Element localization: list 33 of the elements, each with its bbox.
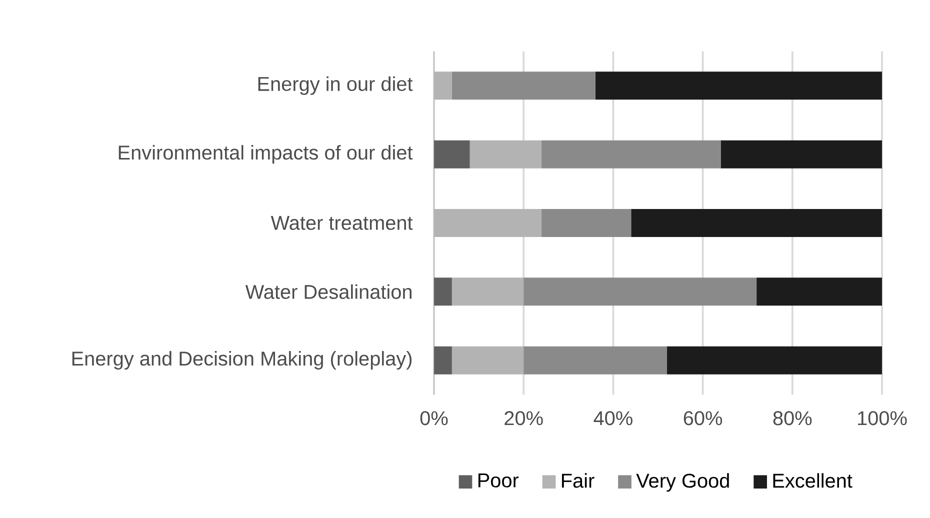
x-tick-label: 40% bbox=[594, 411, 632, 426]
bar bbox=[720, 140, 882, 168]
bar bbox=[756, 278, 882, 306]
legend-label: Poor bbox=[478, 474, 519, 488]
bar bbox=[542, 209, 632, 237]
bar bbox=[434, 140, 470, 168]
bar bbox=[666, 346, 882, 374]
bar bbox=[434, 346, 452, 374]
x-tick-label: 80% bbox=[773, 411, 812, 426]
y-tick-label: Water Desalination bbox=[245, 284, 412, 299]
y-tick-label: Water treatment bbox=[270, 216, 413, 230]
bar bbox=[542, 140, 721, 168]
bar bbox=[470, 140, 542, 168]
legend-label: Excellent bbox=[773, 473, 852, 488]
legend-label: Very Good bbox=[636, 473, 729, 492]
y-tick-label: Energy and Decision Making (roleplay) bbox=[72, 351, 412, 370]
x-tick-label: 100% bbox=[858, 411, 907, 426]
x-tick-label: 0% bbox=[420, 411, 448, 426]
bar bbox=[434, 278, 452, 306]
bar bbox=[631, 209, 882, 237]
bar bbox=[452, 72, 596, 100]
y-tick-label: Environmental impacts of our diet bbox=[118, 145, 413, 164]
bar bbox=[434, 209, 542, 237]
x-tick-label: 20% bbox=[504, 411, 543, 426]
bar bbox=[524, 346, 667, 374]
bar bbox=[452, 278, 524, 306]
bar bbox=[434, 72, 452, 100]
bar bbox=[595, 72, 882, 100]
legend-label: Fair bbox=[562, 473, 594, 488]
y-tick-label: Energy in our diet bbox=[258, 76, 413, 95]
x-tick-label: 60% bbox=[684, 411, 722, 426]
bar bbox=[452, 346, 524, 374]
bar bbox=[524, 278, 757, 306]
